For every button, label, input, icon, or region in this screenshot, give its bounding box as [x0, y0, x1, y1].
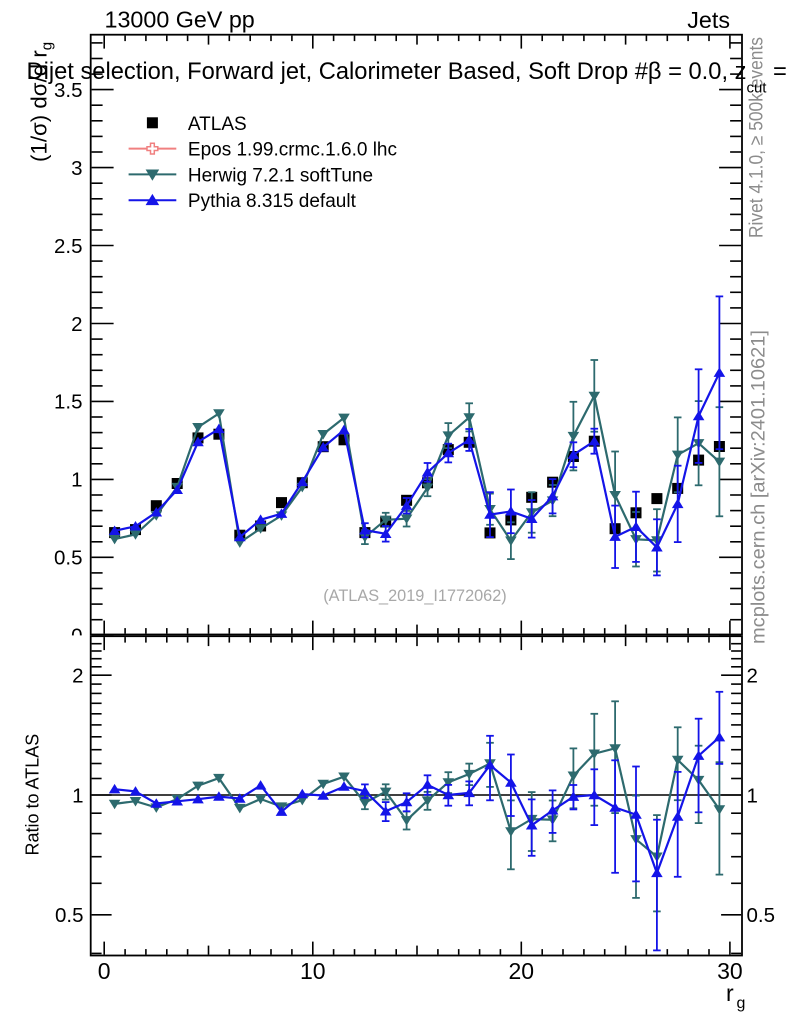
svg-text:2: 2 — [71, 313, 82, 336]
svg-text:Epos 1.99.crmc.1.6.0 lhc: Epos 1.99.crmc.1.6.0 lhc — [188, 140, 397, 161]
svg-text:2: 2 — [72, 665, 83, 688]
svg-text:1: 1 — [71, 469, 82, 492]
svg-text:(1/σ) dσ/d rg: (1/σ) dσ/d rg — [27, 42, 56, 162]
svg-text:r: r — [726, 980, 734, 1006]
svg-text:0.5: 0.5 — [747, 904, 776, 927]
svg-text:20: 20 — [509, 958, 535, 984]
svg-text:30: 30 — [717, 958, 743, 984]
svg-text:13000 GeV pp: 13000 GeV pp — [105, 7, 255, 33]
svg-text:3: 3 — [71, 157, 82, 180]
svg-text:Herwig 7.2.1 softTune: Herwig 7.2.1 softTune — [188, 165, 373, 186]
svg-text:Rivet 4.1.0, ≥ 500k events: Rivet 4.1.0, ≥ 500k events — [747, 37, 768, 238]
svg-text:2.5: 2.5 — [54, 235, 83, 258]
svg-text:1.5: 1.5 — [54, 391, 83, 414]
svg-text:1: 1 — [72, 784, 83, 807]
svg-text:3.5: 3.5 — [54, 79, 83, 102]
svg-text:(ATLAS_2019_I1772062): (ATLAS_2019_I1772062) — [323, 587, 506, 605]
svg-text:ATLAS: ATLAS — [188, 114, 247, 135]
svg-text:0: 0 — [98, 958, 111, 984]
svg-text:2: 2 — [747, 665, 758, 688]
svg-text:g: g — [737, 995, 746, 1012]
svg-text:Jets: Jets — [687, 7, 730, 33]
svg-text:0.5: 0.5 — [54, 547, 83, 570]
svg-text:0.5: 0.5 — [55, 904, 84, 927]
svg-text:10: 10 — [300, 958, 326, 984]
svg-text:Pythia 8.315 default: Pythia 8.315 default — [188, 191, 357, 212]
svg-text:Ratio to ATLAS: Ratio to ATLAS — [23, 734, 43, 856]
svg-text:mcplots.cern.ch [arXiv:2401.10: mcplots.cern.ch [arXiv:2401.10621] — [749, 330, 770, 644]
svg-text:1: 1 — [747, 784, 758, 807]
